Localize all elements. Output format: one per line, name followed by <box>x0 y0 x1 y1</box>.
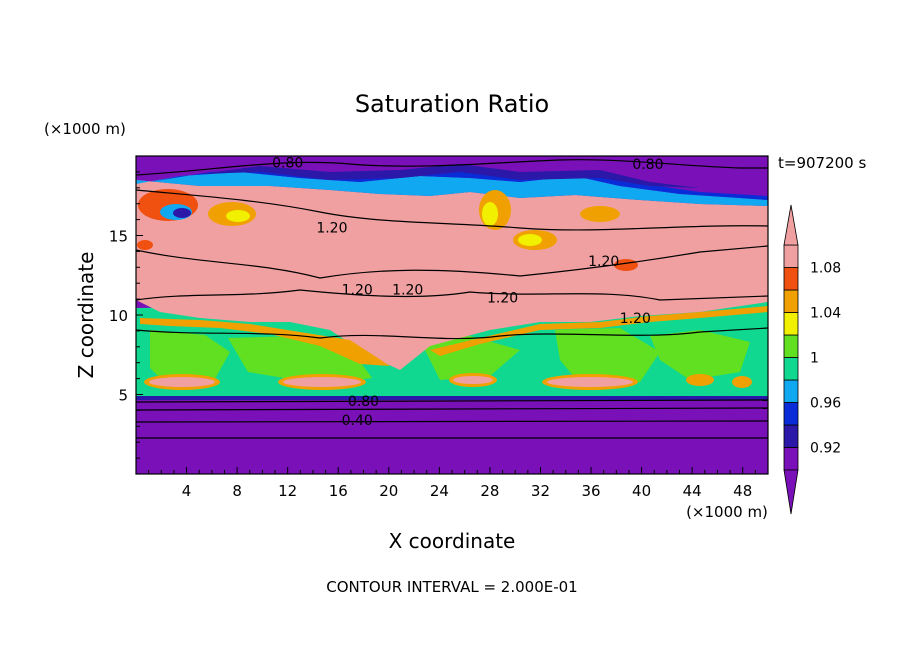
x-tick-label: 4 <box>182 482 192 500</box>
contour-line <box>136 245 768 279</box>
colorbar-label: 0.92 <box>810 441 841 457</box>
x-tick-label: 36 <box>581 482 600 500</box>
contour-label: 1.20 <box>392 283 423 299</box>
contour-label: 1.20 <box>620 311 651 327</box>
y-tick-label: 10 <box>109 307 128 325</box>
field-patch <box>150 330 230 386</box>
field-cloud <box>136 180 768 370</box>
x-axis-ticks: 4 8 12 16 20 24 28 32 36 40 44 48 <box>148 467 756 500</box>
x-tick-label: 48 <box>733 482 752 500</box>
field-patch <box>555 328 660 384</box>
contour-label: 1.20 <box>316 221 347 237</box>
y-axis-unit: (×1000 m) <box>44 120 126 138</box>
contour-label: 0.40 <box>342 413 373 429</box>
field-hotspot <box>482 202 498 226</box>
field-low-patch <box>686 374 714 386</box>
x-tick-label: 20 <box>379 482 398 500</box>
field-hotspot <box>137 240 153 250</box>
colorbar <box>783 204 799 515</box>
x-tick-label: 28 <box>480 482 499 500</box>
chart-title: Saturation Ratio <box>355 90 549 118</box>
colorbar-label: 0.96 <box>810 396 841 412</box>
field-low-patch <box>547 377 633 387</box>
colorbar-label: 1.04 <box>810 306 841 322</box>
contour-line <box>136 289 768 301</box>
contour-line <box>136 420 768 423</box>
contour-line <box>136 159 768 176</box>
contour-line <box>136 407 768 411</box>
field-low-patch <box>453 376 493 384</box>
x-tick-label: 40 <box>632 482 651 500</box>
x-tick-label: 32 <box>531 482 550 500</box>
colorbar-swatch <box>783 334 799 358</box>
colorbar-swatch <box>783 447 799 471</box>
x-axis-unit: (×1000 m) <box>686 503 768 521</box>
saturation-field <box>136 156 768 474</box>
colorbar-label: 1 <box>810 351 819 367</box>
x-tick-label: 12 <box>278 482 297 500</box>
y-axis-ticks: 5 10 15 <box>109 171 143 459</box>
field-low-patch <box>732 376 752 388</box>
contour-label: 1.20 <box>342 283 373 299</box>
colorbar-swatch <box>783 402 799 426</box>
contour-interval-note: CONTOUR INTERVAL = 2.000E-01 <box>326 578 577 596</box>
field-low-patch <box>283 377 361 387</box>
colorbar-swatch <box>783 379 799 403</box>
field-hotspot <box>226 210 250 222</box>
field-hotspot <box>580 206 620 222</box>
y-tick-label: 15 <box>109 228 128 246</box>
colorbar-swatch <box>783 289 799 313</box>
colorbar-swatch <box>783 244 799 268</box>
x-tick-label: 16 <box>329 482 348 500</box>
y-tick-label: 5 <box>118 387 128 405</box>
x-tick-label: 44 <box>683 482 702 500</box>
field-patch <box>650 330 750 380</box>
contour-line <box>136 327 768 340</box>
colorbar-swatch <box>783 357 799 381</box>
field-cloud-base-fringe <box>140 318 390 366</box>
contour-labels: 0.80 0.80 1.20 1.20 1.20 1.20 1.20 1.20 0.80 0.40 <box>272 155 663 429</box>
colorbar-swatch <box>783 267 799 291</box>
field-top-navy <box>200 164 700 188</box>
field-low-patch <box>149 377 215 387</box>
time-label: t=907200 s <box>778 154 866 172</box>
field-cloud-base-fringe <box>430 306 768 356</box>
contour-label: 0.80 <box>632 157 663 173</box>
colorbar-labels: 1.08 1.04 1 0.96 0.92 <box>810 261 841 457</box>
field-hotspot <box>173 208 191 218</box>
contour-label: 1.20 <box>487 291 518 307</box>
field-dry-edge <box>136 396 768 400</box>
contour-label: 1.20 <box>588 254 619 270</box>
colorbar-max-arrow <box>783 204 799 246</box>
colorbar-swatch <box>783 424 799 448</box>
colorbar-min-arrow <box>783 469 799 515</box>
x-tick-label: 8 <box>232 482 242 500</box>
y-axis-label: Z coordinate <box>74 252 98 379</box>
contour-label: 0.80 <box>348 394 379 410</box>
contour-line <box>136 189 768 231</box>
contour-lines <box>136 159 768 439</box>
colorbar-label: 1.08 <box>810 261 841 277</box>
x-tick-label: 24 <box>430 482 449 500</box>
contour-line <box>136 399 768 403</box>
x-axis-label: X coordinate <box>389 529 516 553</box>
field-hotspot <box>518 234 542 246</box>
colorbar-swatch <box>783 312 799 336</box>
contour-label: 0.80 <box>272 155 303 171</box>
field-top-cyan <box>136 172 768 206</box>
